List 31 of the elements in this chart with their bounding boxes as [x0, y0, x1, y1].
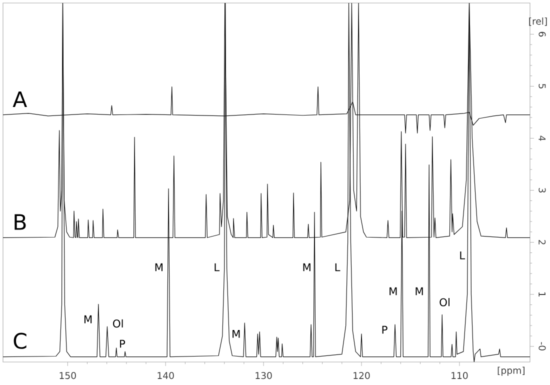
y-axis-title: [rel]: [529, 18, 547, 26]
annotation: L: [335, 263, 340, 272]
y-tick-label: 3: [538, 188, 546, 193]
y-tick-label: 2: [538, 240, 546, 244]
x-tick-label: 140: [158, 372, 174, 380]
x-tick-label: 150: [60, 372, 76, 380]
y-tick-label: 4: [538, 136, 546, 141]
annotation: P: [382, 326, 388, 334]
series-label: A: [12, 91, 28, 108]
annotation: M: [84, 315, 92, 324]
x-tick-label: 120: [354, 372, 370, 380]
y-tick-label: -0: [538, 342, 546, 350]
x-axis-title: [ppm]: [498, 366, 524, 376]
annotation: Ol: [113, 319, 123, 328]
y-tick-label: 5: [538, 84, 546, 88]
annotation: M: [390, 287, 397, 296]
annotation: M: [303, 263, 310, 272]
annotation: L: [214, 263, 220, 272]
annotation: M: [232, 330, 240, 338]
y-tick-label: 6: [538, 32, 546, 37]
series-label: C: [14, 332, 26, 349]
annotation: P: [120, 340, 126, 348]
annotation: L: [460, 251, 466, 260]
y-tick-label: 1: [538, 292, 546, 296]
series-label: B: [14, 214, 26, 230]
annotation: Ol: [440, 298, 450, 306]
x-tick-label: 130: [256, 372, 272, 380]
x-tick-label: 110: [452, 372, 468, 380]
annotation: M: [155, 263, 162, 272]
annotation: M: [416, 287, 423, 296]
line-series: [3, 3, 530, 362]
